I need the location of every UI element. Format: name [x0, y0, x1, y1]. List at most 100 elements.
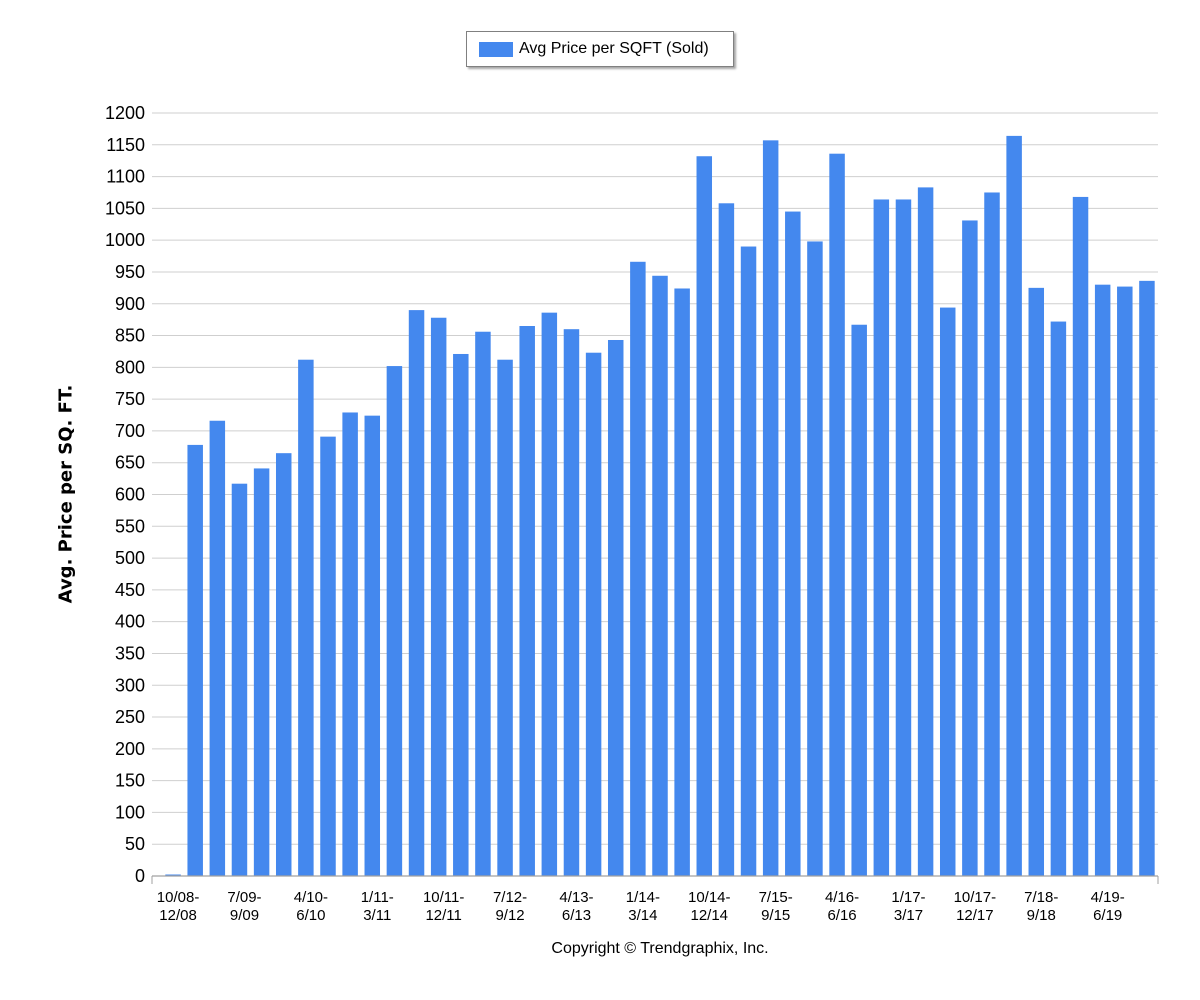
x-tick-label: 7/09-: [227, 889, 261, 906]
y-tick-label: 750: [115, 389, 145, 409]
x-tick-label: 4/13-: [559, 889, 593, 906]
y-tick-label: 450: [115, 580, 145, 600]
x-tick-label: 12/11: [425, 907, 461, 924]
y-tick-label: 50: [125, 834, 145, 854]
bar[interactable]: [1028, 287, 1045, 877]
bar[interactable]: [829, 153, 845, 876]
x-tick-label: 12/14: [690, 907, 728, 924]
bar[interactable]: [519, 326, 535, 877]
x-tick-label: 4/16-: [825, 889, 859, 906]
bar[interactable]: [430, 317, 447, 876]
y-tick-label: 650: [115, 453, 145, 473]
bar[interactable]: [762, 140, 779, 877]
x-tick-label: 4/19-: [1091, 889, 1125, 906]
bar[interactable]: [1006, 135, 1022, 876]
y-tick-label: 850: [115, 326, 145, 346]
legend[interactable]: Avg Price per SQFT (Sold): [466, 31, 734, 67]
bar[interactable]: [1072, 196, 1089, 876]
y-tick-label: 950: [115, 262, 145, 282]
bar[interactable]: [785, 211, 801, 876]
bar-series: [165, 135, 1155, 877]
bar[interactable]: [253, 468, 270, 876]
bar[interactable]: [408, 310, 425, 876]
legend-label: Avg Price per SQFT (Sold): [519, 40, 709, 57]
y-tick-label: 600: [115, 485, 145, 505]
x-tick-label: 9/12: [495, 907, 524, 924]
bar[interactable]: [873, 199, 890, 876]
x-tick-label: 3/11: [363, 907, 391, 924]
x-tick-label: 10/11-: [423, 889, 464, 906]
bar[interactable]: [652, 275, 668, 877]
bar[interactable]: [209, 420, 226, 876]
bar[interactable]: [962, 220, 978, 877]
x-tick-label: 6/13: [562, 907, 591, 924]
bar[interactable]: [674, 288, 690, 876]
bar[interactable]: [895, 199, 912, 876]
y-tick-labels: 0 50 100 150 200 250 300 350 400 450 500 550 600 650 7…: [105, 103, 145, 886]
bar[interactable]: [541, 312, 558, 876]
bar[interactable]: [453, 353, 469, 876]
bar[interactable]: [386, 366, 403, 876]
bar[interactable]: [718, 203, 735, 876]
x-tick-label: 7/18-: [1024, 889, 1058, 906]
y-tick-label: 250: [115, 707, 145, 727]
bar[interactable]: [231, 483, 248, 876]
x-tick-label: 12/17: [956, 907, 994, 924]
bar[interactable]: [740, 246, 757, 876]
bar[interactable]: [475, 331, 491, 876]
bar[interactable]: [1117, 286, 1133, 876]
bar[interactable]: [165, 874, 181, 877]
bar[interactable]: [984, 192, 1000, 876]
y-tick-label: 100: [115, 802, 145, 822]
x-tick-label: 3/14: [628, 907, 657, 924]
axes: [151, 875, 1159, 884]
bar[interactable]: [917, 187, 934, 876]
x-tick-label: 6/19: [1093, 907, 1122, 924]
y-tick-label: 500: [115, 548, 145, 568]
x-tick-labels: 10/08-12/08 7/09-9/09 4/10-6/10 1/11-3/11 10…: [157, 889, 1125, 924]
x-tick-label: 9/18: [1027, 907, 1056, 924]
bar[interactable]: [607, 339, 624, 876]
x-tick-label: 1/11-: [361, 889, 394, 906]
y-tick-label: 700: [115, 421, 145, 441]
bar[interactable]: [585, 352, 602, 876]
x-tick-label: 10/14-: [688, 889, 731, 906]
bar[interactable]: [1050, 321, 1067, 876]
bar[interactable]: [939, 307, 956, 876]
legend-swatch: [479, 42, 513, 57]
y-tick-label: 1150: [106, 135, 145, 155]
bar[interactable]: [187, 444, 203, 876]
bar[interactable]: [342, 412, 358, 876]
bar[interactable]: [807, 241, 823, 876]
x-tick-label: 3/17: [894, 907, 923, 924]
bar[interactable]: [1139, 280, 1155, 876]
x-tick-label: 6/10: [296, 907, 325, 924]
x-tick-label: 4/10-: [294, 889, 328, 906]
bar[interactable]: [497, 359, 513, 876]
x-tick-label: 12/08: [159, 907, 197, 924]
y-tick-label: 900: [115, 294, 145, 314]
bar[interactable]: [364, 415, 381, 876]
x-tick-label: 7/12-: [493, 889, 527, 906]
x-tick-label: 9/15: [761, 907, 790, 924]
bar[interactable]: [630, 261, 646, 876]
bar[interactable]: [320, 436, 336, 876]
bar[interactable]: [1094, 284, 1111, 876]
x-tick-label: 1/17-: [891, 889, 925, 906]
copyright-text: Copyright © Trendgraphix, Inc.: [551, 940, 769, 957]
y-tick-label: 550: [115, 516, 145, 536]
bar[interactable]: [563, 329, 580, 876]
bar[interactable]: [696, 156, 713, 876]
y-tick-label: 1000: [105, 230, 145, 250]
y-tick-label: 0: [135, 866, 145, 886]
bar[interactable]: [851, 324, 867, 876]
x-tick-label: 1/14-: [626, 889, 660, 906]
bar[interactable]: [275, 453, 292, 876]
y-tick-label: 200: [115, 739, 145, 759]
y-tick-label: 150: [115, 771, 145, 791]
y-tick-label: 1200: [105, 103, 145, 123]
y-tick-label: 1100: [106, 167, 145, 187]
bar[interactable]: [298, 359, 314, 876]
y-tick-label: 800: [115, 357, 145, 377]
